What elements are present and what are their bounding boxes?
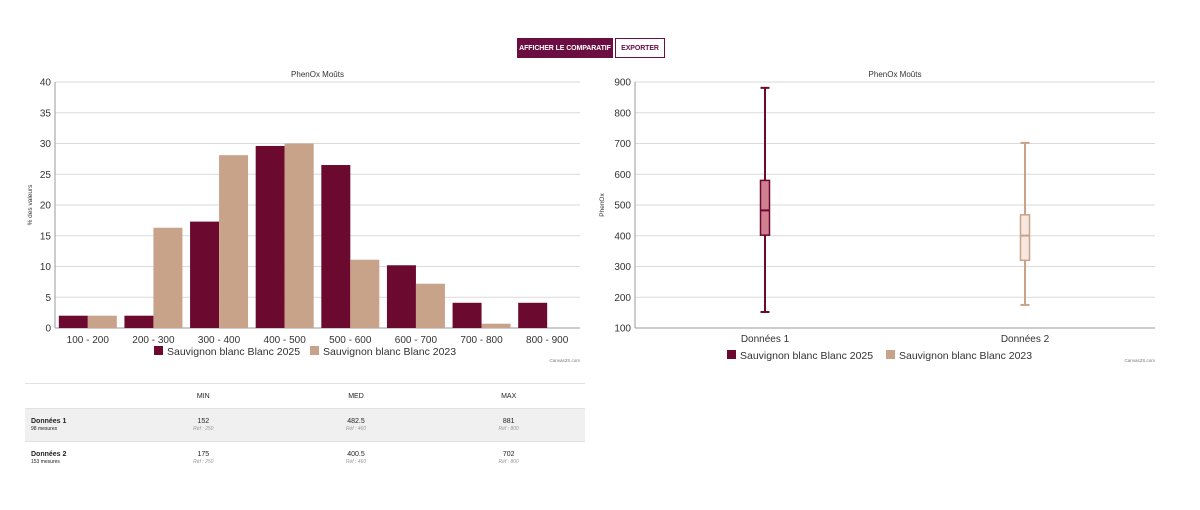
bar-series-2 bbox=[219, 155, 249, 328]
bar-series-2 bbox=[153, 227, 183, 328]
toolbar: AFFICHER LE COMPARATIF EXPORTER bbox=[517, 38, 665, 58]
y-tick-label: 600 bbox=[614, 170, 631, 181]
med-reference: Réf : 460 bbox=[345, 426, 367, 432]
bar-series-2 bbox=[87, 315, 117, 328]
y-tick-label: 35 bbox=[40, 108, 52, 119]
min-value: 152 bbox=[197, 418, 210, 425]
x-tick-label: 200 - 300 bbox=[132, 335, 175, 346]
legend-swatch-series-2 bbox=[886, 350, 895, 359]
med-value: 400.5 bbox=[347, 451, 365, 458]
bar-series-1 bbox=[386, 265, 416, 328]
bar-series-2 bbox=[284, 143, 314, 328]
min-cell: 152 Réf : 250 bbox=[127, 408, 280, 442]
bar-series-1 bbox=[124, 315, 154, 328]
x-tick-label: 700 - 800 bbox=[460, 335, 503, 346]
y-tick-label: 25 bbox=[40, 170, 52, 181]
chart-credit: Canvas2S.com bbox=[1124, 358, 1155, 363]
bar-series-1 bbox=[58, 315, 88, 328]
y-tick-label: 200 bbox=[614, 293, 631, 304]
legend-swatch-series-1 bbox=[727, 350, 736, 359]
med-cell: 482.5 Réf : 460 bbox=[279, 408, 433, 442]
x-tick-label: 500 - 600 bbox=[329, 335, 372, 346]
x-tick-label: 300 - 400 bbox=[198, 335, 241, 346]
chart-title: PhenOx Moûts bbox=[291, 70, 344, 79]
y-axis-label: PhenOx bbox=[599, 193, 606, 217]
y-axis-label: % des valeurs bbox=[27, 184, 34, 226]
x-tick-label: Données 2 bbox=[1001, 334, 1050, 345]
max-reference: Réf : 800 bbox=[498, 459, 519, 465]
min-reference: Réf : 250 bbox=[193, 459, 214, 465]
legend-swatch-series-1 bbox=[154, 346, 163, 355]
box-iqr bbox=[759, 179, 771, 236]
min-reference: Réf : 250 bbox=[193, 426, 214, 432]
legend-label-series-2: Sauvignon blanc Blanc 2023 bbox=[323, 346, 456, 358]
stats-header-row: MIN MED MAX bbox=[25, 383, 585, 409]
max-value: 881 bbox=[502, 418, 515, 425]
min-cell: 175 Réf : 250 bbox=[127, 442, 280, 475]
max-value: 702 bbox=[502, 451, 515, 458]
bar-series-1 bbox=[190, 221, 220, 328]
bar-series-1 bbox=[321, 165, 351, 328]
x-tick-label: 400 - 500 bbox=[264, 335, 307, 346]
col-min-header: MIN bbox=[196, 392, 210, 400]
dataset-name: Données 1 bbox=[31, 418, 67, 425]
y-tick-label: 10 bbox=[40, 262, 52, 273]
bar-series-1 bbox=[452, 302, 482, 328]
legend-label-series-2: Sauvignon blanc Blanc 2023 bbox=[899, 350, 1032, 362]
bar-series-2 bbox=[350, 259, 380, 328]
stats-corner bbox=[25, 384, 127, 409]
bar-series-2 bbox=[415, 283, 445, 328]
y-tick-label: 700 bbox=[614, 139, 631, 150]
row-label: Données 1 98 mesures bbox=[25, 408, 127, 442]
table-row: Données 2 153 mesures 175 Réf : 250 400.… bbox=[25, 441, 585, 475]
y-tick-label: 40 bbox=[40, 78, 52, 89]
y-tick-label: 300 bbox=[614, 262, 631, 273]
y-tick-label: 5 bbox=[45, 293, 51, 304]
bar-series-1 bbox=[518, 302, 548, 328]
y-tick-label: 0 bbox=[45, 324, 51, 335]
x-tick-label: 800 - 900 bbox=[526, 335, 569, 346]
y-tick-label: 30 bbox=[40, 139, 52, 150]
legend-label-series-1: Sauvignon blanc Blanc 2025 bbox=[740, 350, 873, 362]
y-tick-label: 400 bbox=[614, 231, 631, 242]
col-med-header: MED bbox=[348, 392, 364, 400]
max-reference: Réf : 800 bbox=[498, 426, 519, 432]
col-max-header: MAX bbox=[501, 392, 517, 400]
measure-count: 98 mesures bbox=[31, 426, 58, 432]
med-cell: 400.5 Réf : 460 bbox=[280, 442, 433, 475]
min-value: 175 bbox=[197, 451, 210, 458]
max-cell: 881 Réf : 800 bbox=[432, 408, 585, 442]
y-tick-label: 20 bbox=[40, 201, 52, 212]
x-tick-label: Données 1 bbox=[741, 334, 790, 345]
show-comparison-button[interactable]: AFFICHER LE COMPARATIF bbox=[517, 38, 613, 58]
y-tick-label: 800 bbox=[614, 108, 631, 119]
max-cell: 702 Réf : 800 bbox=[432, 442, 585, 475]
y-tick-label: 15 bbox=[40, 231, 52, 242]
x-tick-label: 600 - 700 bbox=[395, 335, 438, 346]
bar-series-2 bbox=[481, 323, 511, 328]
legend-label-series-1: Sauvignon blanc Blanc 2025 bbox=[167, 346, 300, 358]
x-tick-label: 100 - 200 bbox=[67, 335, 110, 346]
chart-title: PhenOx Moûts bbox=[869, 70, 922, 79]
legend-swatch-series-2 bbox=[310, 346, 319, 355]
boxplot-chart: PhenOx Moûts 100 200 300 400 500 600 700 800 900 P… bbox=[599, 70, 1155, 363]
stats-table: MIN MED MAX Données 1 98 mesures 152 Réf… bbox=[25, 383, 585, 474]
histogram-chart: PhenOx Moûts 0 5 10 15 20 25 30 35 40 % des valeur… bbox=[27, 70, 580, 363]
table-row: Données 1 98 mesures 152 Réf : 250 482.5… bbox=[25, 408, 585, 442]
y-tick-label: 100 bbox=[614, 324, 631, 335]
bar-series-1 bbox=[255, 145, 285, 328]
dataset-name: Données 2 bbox=[31, 451, 67, 458]
med-reference: Réf : 460 bbox=[345, 459, 367, 465]
row-label: Données 2 153 mesures bbox=[25, 442, 127, 475]
y-tick-label: 500 bbox=[614, 201, 631, 212]
measure-count: 153 mesures bbox=[31, 459, 60, 465]
box-iqr bbox=[1019, 214, 1031, 262]
export-button[interactable]: EXPORTER bbox=[615, 38, 665, 58]
chart-credit: Canvas2S.com bbox=[549, 358, 580, 363]
y-tick-label: 900 bbox=[614, 78, 631, 89]
med-value: 482.5 bbox=[347, 418, 365, 425]
